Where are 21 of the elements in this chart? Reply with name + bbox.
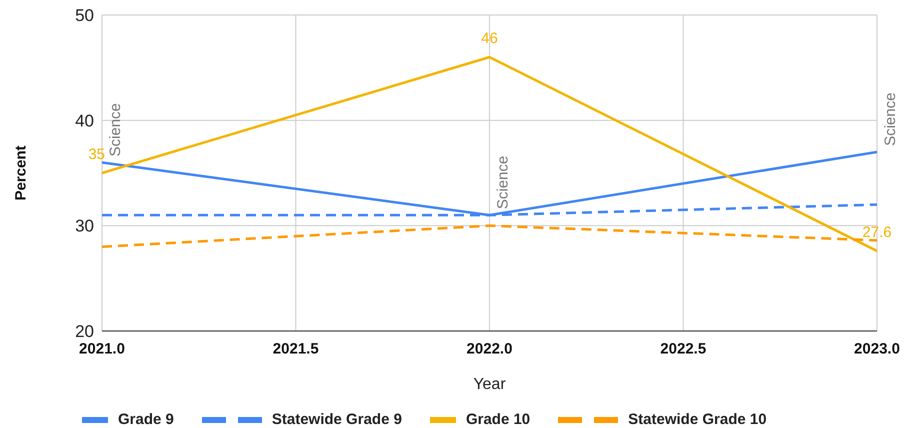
annotation: Science (107, 103, 124, 156)
legend-label: Grade 9 (118, 411, 174, 428)
y-tick-label: 50 (75, 6, 94, 26)
annotation: Science (882, 92, 899, 146)
data-label: 46 (481, 30, 498, 48)
y-tick-label: 40 (75, 111, 94, 130)
annotation: Science (494, 156, 512, 210)
x-tick-label: 2021.5 (272, 340, 319, 358)
y-tick-label: 30 (75, 216, 94, 236)
legend-label: Statewide Grade 10 (628, 411, 767, 428)
x-tick-label: 2023.0 (854, 340, 900, 358)
y-axis-title: Percent (12, 145, 30, 201)
legend-label: Statewide Grade 9 (272, 411, 402, 428)
x-tick-label: 2022.5 (660, 340, 706, 358)
x-tick-label: 2022.0 (466, 340, 512, 358)
y-tick-label: 20 (75, 322, 94, 342)
data-label: 27.6 (862, 224, 892, 241)
legend-label: Grade 10 (466, 411, 530, 428)
x-axis-title: Year (473, 376, 506, 393)
data-label: 35 (88, 146, 105, 163)
x-tick-label: 2021.0 (79, 340, 125, 358)
